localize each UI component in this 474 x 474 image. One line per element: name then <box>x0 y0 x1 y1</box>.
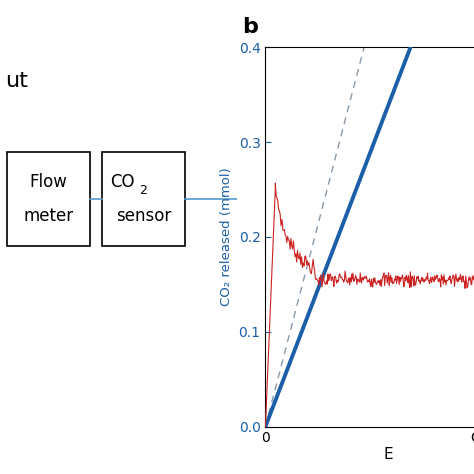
Text: meter: meter <box>24 207 73 225</box>
X-axis label: E: E <box>384 447 393 462</box>
Text: ut: ut <box>5 71 27 91</box>
Text: 2: 2 <box>139 184 147 197</box>
Text: sensor: sensor <box>116 207 171 225</box>
FancyBboxPatch shape <box>7 152 90 246</box>
Text: Flow: Flow <box>30 173 67 191</box>
Y-axis label: CO₂ released (mmol): CO₂ released (mmol) <box>220 168 233 306</box>
FancyBboxPatch shape <box>102 152 185 246</box>
Text: b: b <box>242 17 257 36</box>
Text: CO: CO <box>110 173 135 191</box>
